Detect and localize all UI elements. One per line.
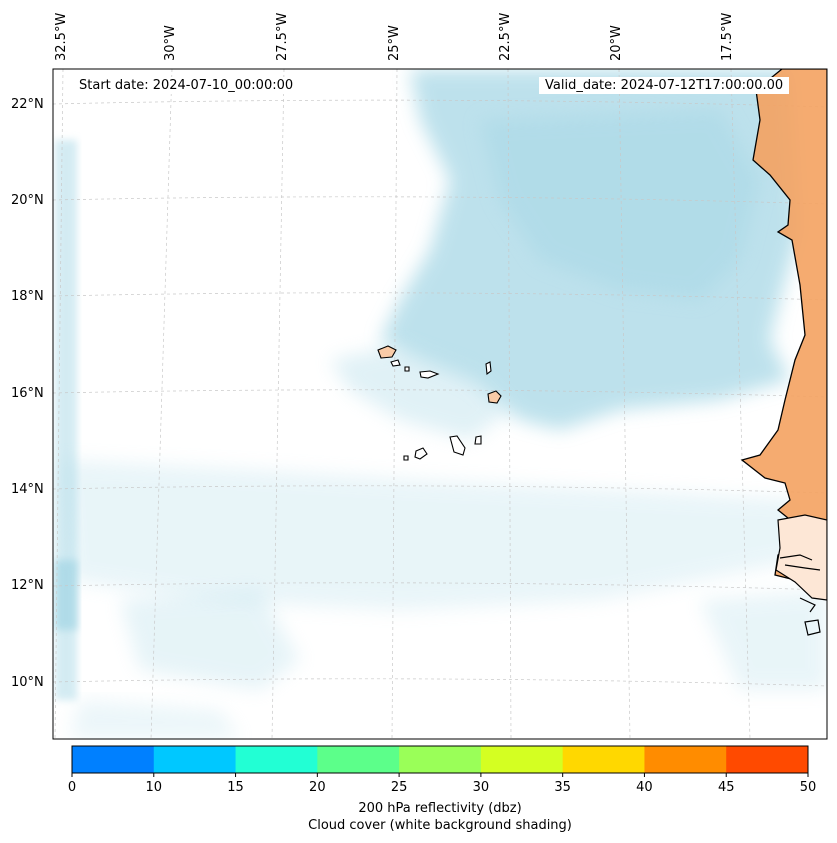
- lat-label-16n: 16°N: [11, 386, 44, 401]
- start-date-label: Start date: 2024-07-10_00:00:00: [73, 77, 300, 94]
- lon-label-22-5w: 22.5°W: [498, 12, 513, 61]
- colorbar-tick-label: 15: [227, 780, 244, 795]
- lat-label-12n: 12°N: [11, 578, 44, 593]
- colorbar: [71, 746, 809, 777]
- colorbar-segment: [235, 746, 318, 773]
- lon-label-30w: 30°W: [163, 25, 178, 61]
- cape-verde-islands: [377, 345, 502, 461]
- colorbar-segment: [317, 746, 400, 773]
- lat-label-18n: 18°N: [11, 289, 44, 304]
- colorbar-tick-label: 10: [145, 780, 163, 795]
- lon-label-17-5w: 17.5°W: [720, 12, 735, 61]
- colorbar-segment: [562, 746, 645, 773]
- lat-label-14n: 14°N: [11, 482, 44, 497]
- coast-detail-lines: [779, 554, 821, 636]
- colorbar-tick-label: 45: [717, 780, 735, 795]
- map-border: [52, 68, 828, 740]
- gridlines: [53, 69, 827, 739]
- colorbar-label-line1: 200 hPa reflectivity (dbz): [358, 801, 522, 816]
- colorbar-border: [71, 745, 809, 774]
- colorbar-segment: [644, 746, 727, 773]
- colorbar-tick-label: 30: [472, 780, 490, 795]
- lat-label-20n: 20°N: [11, 193, 44, 208]
- colorbar-label-line2: Cloud cover (white background shading): [308, 818, 572, 833]
- lat-label-22n: 22°N: [11, 97, 44, 112]
- colorbar-segment: [399, 746, 482, 773]
- colorbar-tick-label: 50: [799, 780, 817, 795]
- colorbar-segment: [480, 746, 564, 773]
- colorbar-tick-label: 35: [554, 780, 571, 795]
- colorbar-segment: [153, 746, 237, 773]
- lon-label-27-5w: 27.5°W: [275, 12, 290, 61]
- lon-label-25w: 25°W: [387, 25, 402, 61]
- valid-date-label: Valid_date: 2024-07-12T17:00:00.00: [539, 77, 790, 94]
- africa-land-south: [775, 514, 827, 601]
- colorbar-segment: [726, 746, 809, 773]
- cloud-cover-shading: [55, 69, 827, 739]
- africa-land: [740, 69, 827, 599]
- colorbar-segment: [72, 746, 155, 773]
- colorbar-tick-label: 40: [636, 780, 653, 795]
- colorbar-tick-label: 25: [390, 780, 408, 795]
- lon-label-32-5w: 32.5°W: [54, 12, 69, 61]
- lat-label-10n: 10°N: [11, 675, 44, 690]
- colorbar-tick-label: 20: [309, 780, 326, 795]
- lon-label-20w: 20°W: [609, 25, 624, 61]
- colorbar-tick-label: 0: [67, 780, 77, 795]
